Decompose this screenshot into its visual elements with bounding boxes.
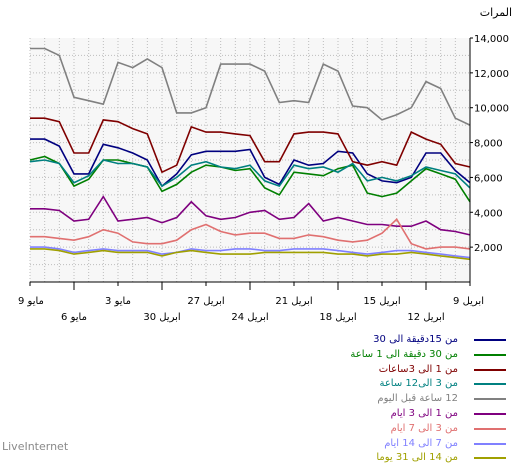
y-axis-title: المرات [480,6,512,19]
series-line-5 [30,47,471,126]
x-tick-label: 24 ابريل [231,312,268,323]
legend-label: من 14 الى 31 يوما [376,452,458,464]
y-tick-label: 12,000 [474,69,509,80]
legend-label: من 7 الى 14 ايام [384,437,458,449]
legend-label: من 1 الى 3 ايام [390,407,458,419]
legend-swatch [474,442,506,445]
series-line-7 [30,218,471,250]
legend-item-8: من 7 الى 14 ايام [330,437,510,452]
legend-item-5: 12 ساعة قبل اليوم [330,392,510,407]
legend-swatch [474,353,506,356]
legend-swatch [474,368,506,371]
legend-swatch [474,427,506,430]
legend-item-3: من 1 الى 3ساعات [330,363,510,378]
legend-label: 12 ساعة قبل اليوم [377,393,458,405]
x-tick-label: 21 ابريل [275,296,312,307]
series-line-1 [30,138,471,188]
y-tick-label: 10,000 [474,104,509,115]
x-tick-label: 12 ابريل [407,312,444,323]
legend-item-9: من 14 الى 31 يوما [330,451,510,466]
series-line-9 [30,248,471,261]
series-line-4 [29,159,471,189]
series-line-3 [30,117,471,174]
legend-swatch [474,412,506,415]
legend-swatch [474,383,506,386]
legend-item-7: من 3 الى 7 ايام [330,422,510,437]
x-tick-label: 9 ابريل [453,296,484,307]
x-tick-label: 30 ابريل [143,312,180,323]
y-tick-label: 2,000 [474,243,503,254]
x-tick-label: 18 ابريل [319,312,356,323]
footer-brand: LiveInternet [2,440,69,453]
y-tick-label: 14,000 [474,34,509,45]
legend-swatch [474,398,506,401]
series-line-8 [30,246,471,259]
y-tick-label: 4,000 [474,208,503,219]
legend-swatch [474,339,506,341]
legend-label: من 3 الى 7 ايام [390,422,458,434]
y-tick-label: 8,000 [474,139,503,150]
x-tick-label: 6 مايو [61,312,87,323]
legend-label: من 15دقيقة الى 30 [373,334,458,345]
chart-legend: من 15دقيقة الى 30 من 30 دقيقة الى 1 ساعة م… [330,333,510,466]
y-tick-label: 6,000 [474,173,503,184]
series-lines [29,47,471,261]
series-line-6 [30,195,471,236]
x-tick-label: 9 مايو [18,296,44,307]
legend-item-1: من 15دقيقة الى 30 [330,333,510,348]
x-tick-label: 15 ابريل [363,296,400,307]
x-tick-label: 3 مايو [105,296,131,307]
legend-label: من 30 دقيقة الى 1 ساعة [350,348,458,360]
legend-swatch [474,457,506,460]
axes: 2,000 4,000 6,000 8,000 10,000 12,000 14,000 9 … [18,34,509,323]
legend-item-2: من 30 دقيقة الى 1 ساعة [330,348,510,363]
legend-item-4: من 3 الى12 ساعة [330,377,510,392]
legend-label: من 3 الى12 ساعة [379,378,458,390]
legend-item-6: من 1 الى 3 ايام [330,407,510,422]
legend-label: من 1 الى 3ساعات [378,363,458,375]
x-tick-label: 27 ابريل [187,296,224,307]
